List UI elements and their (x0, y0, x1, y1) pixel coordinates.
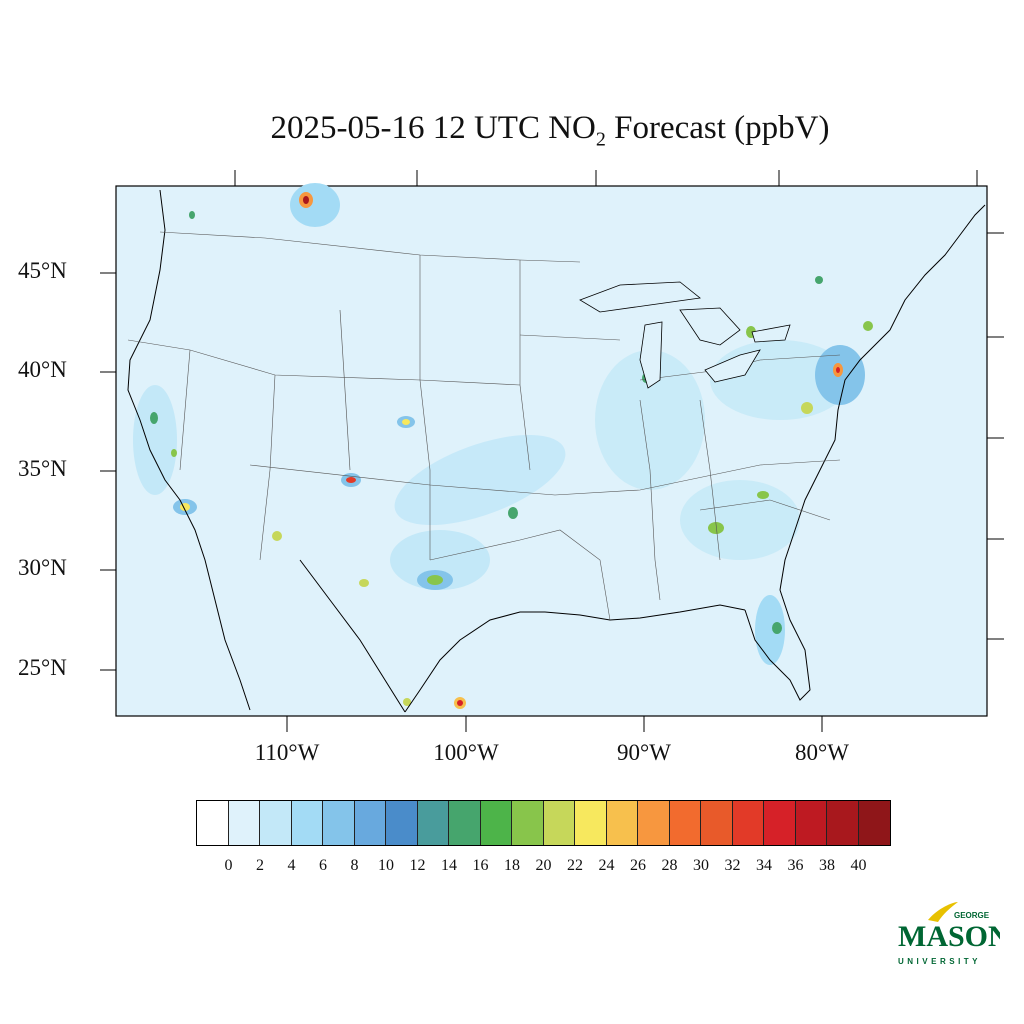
colorbar-label: 8 (350, 857, 359, 874)
lat-label-45: 45°N (18, 258, 67, 283)
lat-label-35: 35°N (18, 456, 67, 481)
logo-mason: MASON (898, 920, 1000, 953)
great-lakes (579, 281, 791, 389)
title-prefix: 2025-05-16 12 UTC NO (270, 110, 596, 146)
colorbar-label: 26 (630, 857, 646, 874)
colorbar-label: 0 (224, 857, 233, 874)
george-mason-logo: GEORGE MASON UNIVERSITY (898, 902, 1000, 966)
colorbar-cell (260, 801, 292, 845)
colorbar-label: 20 (535, 857, 552, 874)
colorbar-label: 38 (819, 857, 835, 874)
colorbar-cell (386, 801, 418, 845)
colorbar-label: 34 (756, 857, 772, 874)
colorbar-label: 30 (693, 857, 709, 874)
colorbar-label: 16 (472, 857, 489, 874)
colorbar-label: 10 (378, 857, 394, 874)
colorbar (196, 800, 891, 846)
colorbar-label: 6 (319, 857, 327, 874)
state-borders (127, 231, 841, 621)
lat-label-30: 30°N (18, 555, 67, 580)
colorbar-cell (417, 801, 449, 845)
colorbar-cell (575, 801, 607, 845)
colorbar-cell (354, 801, 386, 845)
lon-label-100: 100°W (433, 740, 499, 765)
page-title: 2025-05-16 12 UTC NO2 Forecast (ppbV) (0, 110, 1024, 152)
colorbar-label: 36 (787, 857, 804, 874)
frame-ticks (100, 170, 1004, 732)
lat-label-40: 40°N (18, 357, 67, 382)
lon-label-110: 110°W (254, 740, 320, 765)
colorbar-cell (291, 801, 323, 845)
colorbar-label: 14 (441, 857, 457, 874)
colorbar-cell (480, 801, 512, 845)
colorbar-label: 32 (724, 857, 741, 874)
colorbar-label: 2 (256, 857, 264, 874)
logo-george: GEORGE (954, 911, 990, 920)
colorbar-cell (795, 801, 827, 845)
colorbar-label: 28 (661, 857, 678, 874)
colorbar-cell (669, 801, 701, 845)
colorbar-cell (764, 801, 796, 845)
colorbar-cell (512, 801, 544, 845)
colorbar-cell (606, 801, 638, 845)
colorbar-cell (638, 801, 670, 845)
title-suffix: Forecast (ppbV) (605, 110, 830, 146)
colorbar-cell (323, 801, 355, 845)
colorbar-cell (228, 801, 260, 845)
colorbar-label: 4 (287, 857, 296, 874)
colorbar-cell (827, 801, 859, 845)
colorbar-label: 22 (567, 857, 583, 874)
lon-label-80: 80°W (795, 740, 849, 765)
logo-university: UNIVERSITY (898, 957, 981, 966)
colorbar-cell (449, 801, 481, 845)
title-subscript: 2 (595, 128, 606, 151)
colorbar-cell (858, 801, 890, 845)
lat-label-25: 25°N (18, 655, 67, 680)
colorbar-label: 24 (598, 857, 615, 874)
colorbar-label: 18 (504, 857, 520, 874)
colorbar-label: 12 (409, 857, 426, 874)
colorbar-cell (732, 801, 764, 845)
colorbar-cell (197, 801, 229, 845)
lon-label-90: 90°W (617, 740, 671, 765)
colorbar-label: 40 (850, 857, 867, 874)
coastlines (127, 189, 986, 713)
colorbar-cell (701, 801, 733, 845)
colorbar-cell (543, 801, 575, 845)
